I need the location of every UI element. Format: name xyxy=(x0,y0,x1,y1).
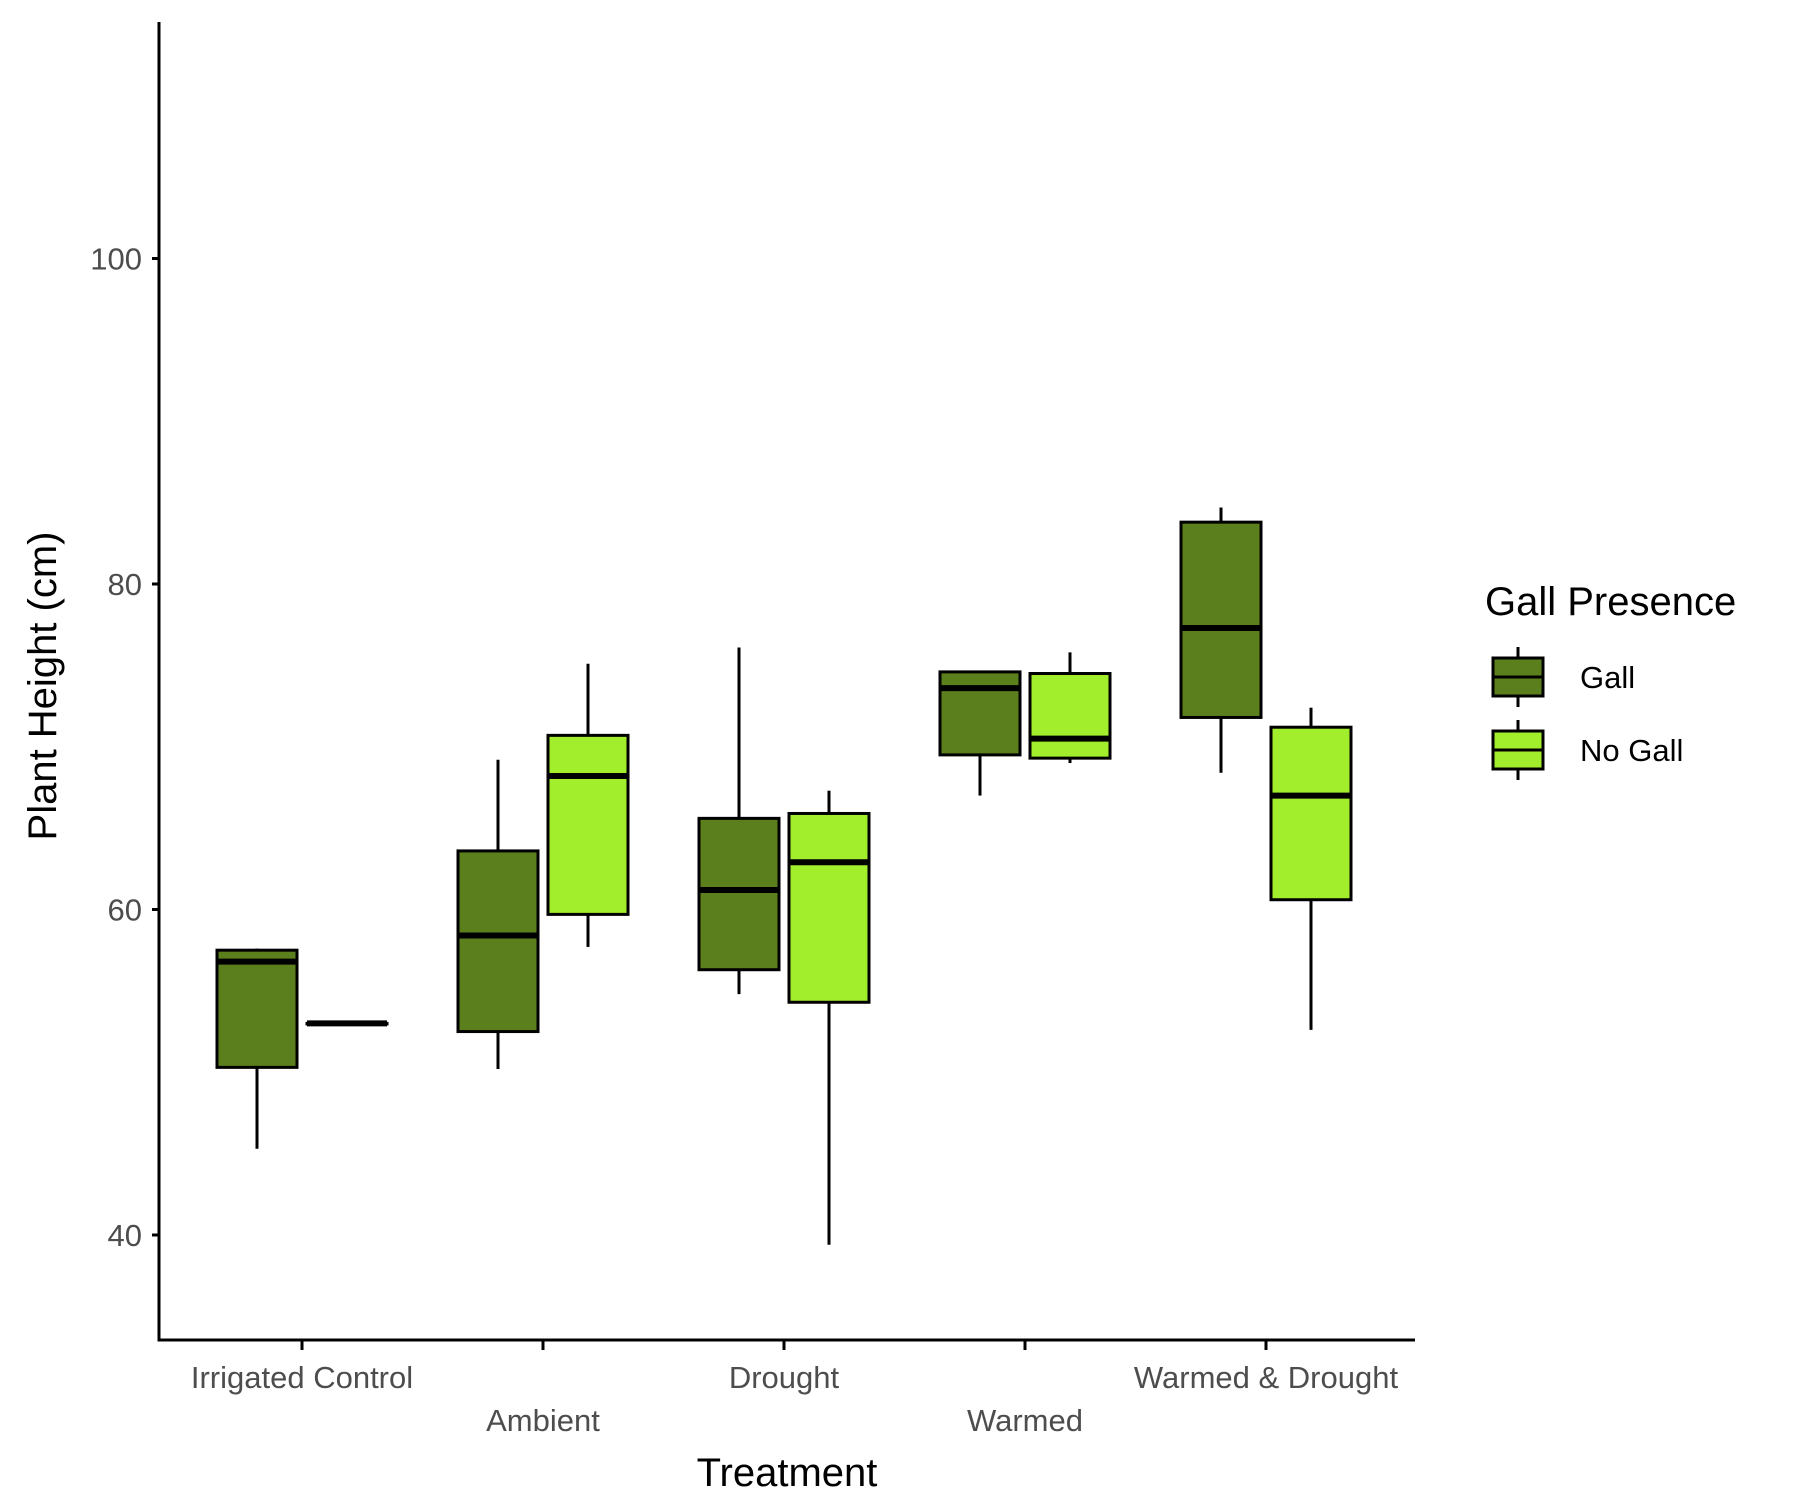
x-tick-label: Ambient xyxy=(486,1403,600,1438)
box-body xyxy=(697,816,781,972)
y-tick-label: 80 xyxy=(108,567,142,602)
legend-item-no-gall: No Gall xyxy=(1491,720,1683,780)
legend-label: No Gall xyxy=(1580,733,1683,768)
box-body xyxy=(215,948,299,1069)
box-body xyxy=(456,849,540,1034)
y-ticks: 40 60 80 100 xyxy=(90,242,159,1253)
box-gall xyxy=(215,948,299,1149)
legend-title: Gall Presence xyxy=(1485,580,1736,624)
y-tick-label: 60 xyxy=(108,893,142,928)
x-tick-label: Warmed & Drought xyxy=(1134,1360,1399,1395)
x-ticks: Irrigated Control Ambient Drought Warmed War… xyxy=(191,1340,1399,1438)
legend-label: Gall xyxy=(1580,660,1635,695)
x-axis-title: Treatment xyxy=(697,1451,878,1495)
box-no-gall xyxy=(1269,707,1353,1030)
y-axis-title: Plant Height (cm) xyxy=(21,532,65,841)
plot-area xyxy=(215,507,1353,1245)
box-body xyxy=(1179,520,1263,719)
box-body xyxy=(546,733,630,916)
y-tick-label: 40 xyxy=(108,1218,142,1253)
box-no-gall xyxy=(1028,652,1112,764)
box-gall xyxy=(697,647,781,995)
x-tick-label: Warmed xyxy=(967,1403,1083,1438)
axes xyxy=(157,22,1415,1342)
box-no-gall xyxy=(305,1020,389,1027)
box-gall xyxy=(456,759,540,1069)
legend-item-gall: Gall xyxy=(1491,647,1635,707)
box-no-gall xyxy=(546,663,630,947)
box-gall xyxy=(938,670,1022,796)
y-tick-label: 100 xyxy=(90,242,142,277)
box-no-gall xyxy=(787,790,871,1245)
box-body xyxy=(787,811,871,1004)
box-body xyxy=(1028,672,1112,760)
box-body xyxy=(938,670,1022,757)
legend: Gall Presence Gall No Gall xyxy=(1485,580,1736,780)
box-gall xyxy=(1179,507,1263,773)
box-body xyxy=(1269,725,1353,902)
x-tick-label: Drought xyxy=(729,1360,840,1395)
x-tick-label: Irrigated Control xyxy=(191,1360,413,1395)
